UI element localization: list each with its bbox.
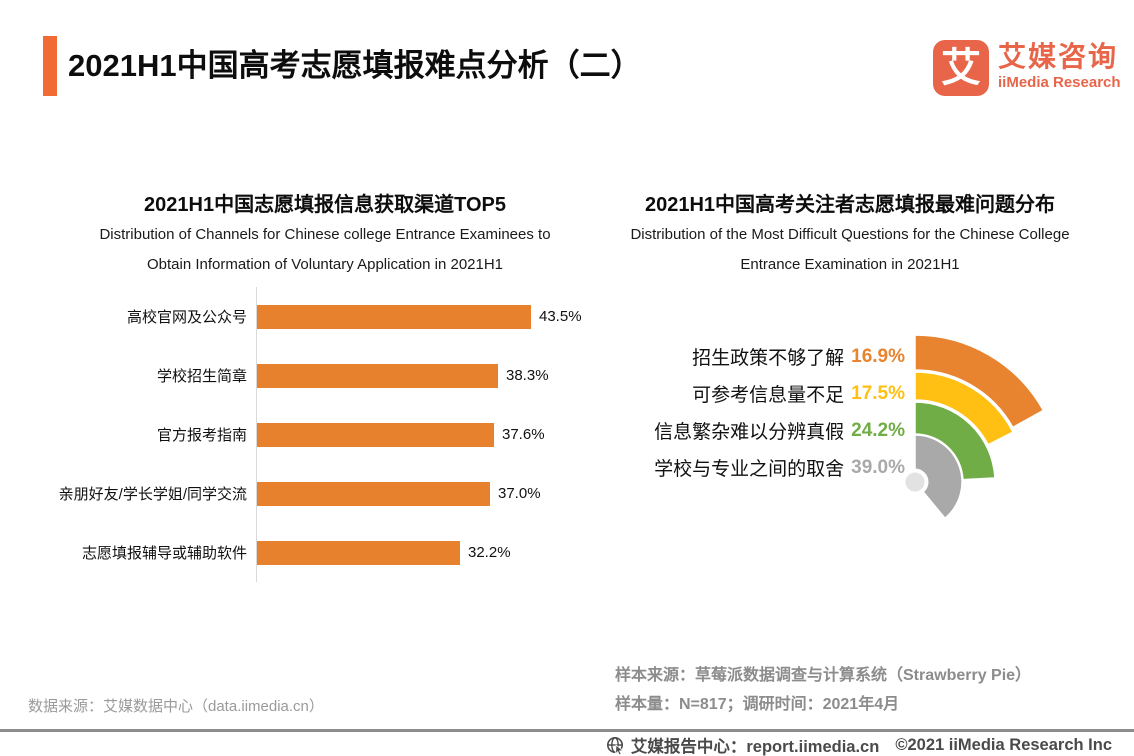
bar-fill — [257, 481, 490, 506]
sample-note: 样本来源：草莓派数据调查与计算系统（Strawberry Pie） 样本量：N=… — [615, 661, 1031, 719]
logo-text: 艾媒咨询 iiMedia Research — [998, 40, 1121, 92]
footer: 艾媒报告中心：report.iimedia.cn ©2021 iiMedia R… — [606, 733, 1112, 756]
fan-hub — [901, 468, 929, 496]
right-chart-title: 2021H1中国高考关注者志愿填报最难问题分布 — [644, 194, 1056, 216]
logo-mark: 艾 — [941, 46, 981, 90]
logo-name-cn: 艾媒咨询 — [998, 41, 1119, 72]
bar-track: 43.5% — [256, 287, 597, 346]
fan-label-row: 可参考信息量不足 17.5% — [600, 375, 905, 412]
left-chart-title: 2021H1中国志愿填报信息获取渠道TOP5 — [144, 194, 506, 216]
fan-value-label: 24.2% — [851, 419, 905, 441]
fan-chart — [901, 334, 1045, 520]
fan-label-row: 招生政策不够了解 16.9% — [600, 338, 905, 375]
bar-track: 32.2% — [256, 523, 597, 582]
bar-category-label: 高校官网及公众号 — [126, 309, 247, 326]
left-chart-subtitle-line2: Obtain Information of Voluntary Applicat… — [146, 256, 504, 273]
bar-value-label: 43.5% — [539, 308, 582, 325]
fan-label-row: 信息繁杂难以分辨真假 24.2% — [600, 412, 905, 449]
bar-value-label: 37.6% — [502, 426, 545, 443]
bar-value-label: 38.3% — [506, 367, 549, 384]
bar-row: 官方报考指南 37.6% — [35, 405, 597, 464]
fan-segment-0 — [914, 334, 1045, 429]
sample-source-line: 样本来源：草莓派数据调查与计算系统（Strawberry Pie） — [615, 667, 1032, 684]
logo-name-en: iiMedia Research — [998, 74, 1121, 91]
bar-fill — [257, 363, 498, 388]
left-chart-subtitle-line1: Distribution of Channels for Chinese col… — [99, 226, 551, 243]
iimedia-logo-icon: 艾 — [933, 40, 989, 96]
bar-track: 37.0% — [256, 464, 597, 523]
bar-category-label: 官方报考指南 — [156, 427, 247, 444]
fan-segment-2 — [914, 401, 996, 481]
bar-chart: 高校官网及公众号 43.5% 学校招生简章 38.3% 官方报考指南 37.6%… — [35, 287, 597, 582]
bar-value-label: 37.0% — [498, 485, 541, 502]
fan-label-row: 学校与专业之间的取舍 39.0% — [600, 449, 905, 486]
fan-category-label: 学校与专业之间的取舍 — [654, 459, 845, 480]
bar-fill — [257, 540, 460, 565]
bar-value-label: 32.2% — [468, 544, 511, 561]
fan-category-label: 招生政策不够了解 — [692, 348, 845, 369]
fan-category-label: 信息繁杂难以分辨真假 — [654, 422, 845, 443]
fan-category-label: 可参考信息量不足 — [692, 385, 845, 406]
footer-copyright: ©2021 iiMedia Research Inc — [895, 735, 1112, 754]
page-title: 2021H1中国高考志愿填报难点分析（二） — [68, 48, 642, 83]
bar-track: 38.3% — [256, 346, 597, 405]
bar-track: 37.6% — [256, 405, 597, 464]
fan-segment-1 — [914, 371, 1015, 446]
fan-chart-labels: 招生政策不够了解 16.9% 可参考信息量不足 17.5% 信息繁杂难以分辨真假… — [600, 338, 905, 486]
fan-value-label: 39.0% — [851, 456, 905, 478]
bar-row: 志愿填报辅导或辅助软件 32.2% — [35, 523, 597, 582]
iimedia-logo: 艾 艾媒咨询 iiMedia Research — [933, 40, 1121, 96]
left-chart-subtitle: Distribution of Channels for Chinese col… — [55, 220, 595, 280]
globe-cursor-icon — [606, 736, 625, 755]
footer-site-label: 艾媒报告中心：report.iimedia.cn — [630, 738, 880, 756]
bar-category-label: 学校招生简章 — [156, 368, 247, 385]
right-chart-subtitle-line2: Entrance Examination in 2021H1 — [740, 256, 960, 273]
title-accent-bar — [43, 36, 57, 96]
right-chart-subtitle-line1: Distribution of the Most Difficult Quest… — [630, 226, 1070, 243]
fan-value-label: 17.5% — [851, 382, 905, 404]
right-chart-subtitle: Distribution of the Most Difficult Quest… — [600, 220, 1100, 280]
data-source-note: 数据来源：艾媒数据中心（data.iimedia.cn） — [28, 698, 324, 715]
bar-row: 亲朋好友/学长学姐/同学交流 37.0% — [35, 464, 597, 523]
bar-category-label: 亲朋好友/学长学姐/同学交流 — [58, 486, 247, 503]
fan-segment-3 — [914, 434, 963, 520]
bar-fill — [257, 422, 494, 447]
sample-size-line: 样本量：N=817；调研时间：2021年4月 — [615, 696, 900, 713]
bar-row: 学校招生简章 38.3% — [35, 346, 597, 405]
bar-category-label: 志愿填报辅导或辅助软件 — [81, 545, 247, 562]
bar-row: 高校官网及公众号 43.5% — [35, 287, 597, 346]
footer-divider — [0, 729, 1134, 732]
fan-value-label: 16.9% — [851, 345, 905, 367]
bar-fill — [257, 304, 531, 329]
